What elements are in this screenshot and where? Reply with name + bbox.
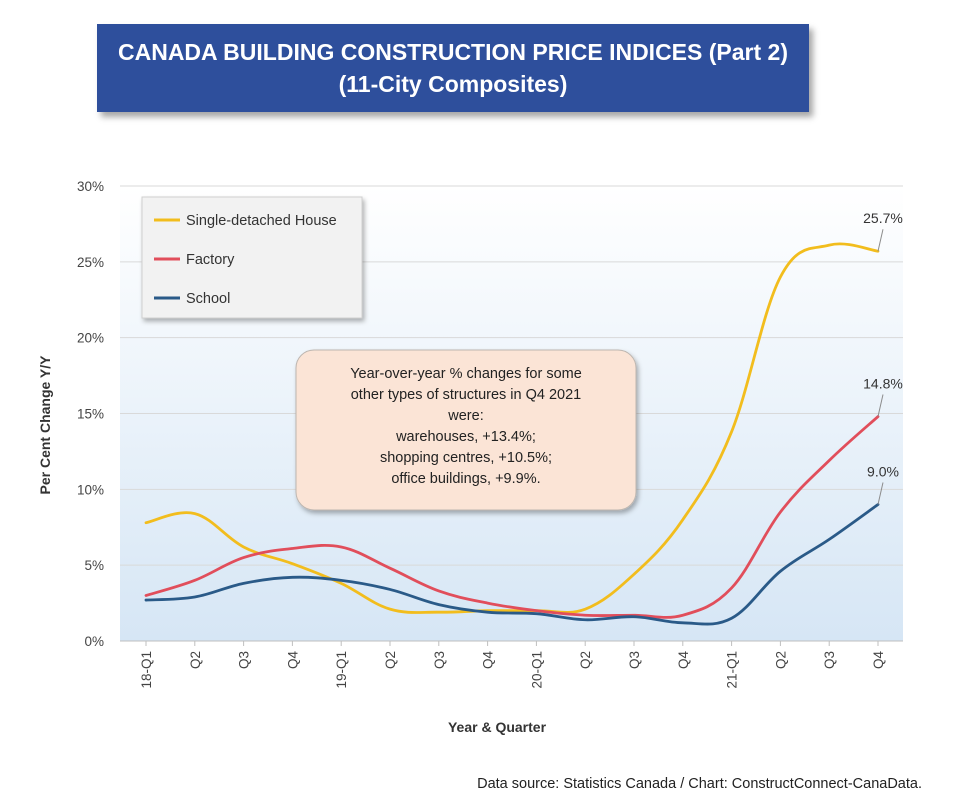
y-tick-label: 30% — [77, 179, 104, 194]
end-label: 25.7% — [863, 210, 903, 226]
y-tick-label: 5% — [84, 558, 104, 573]
x-tick-label: Q3 — [432, 651, 447, 669]
chart-title-line1: CANADA BUILDING CONSTRUCTION PRICE INDIC… — [117, 39, 788, 65]
y-tick-label: 20% — [77, 331, 104, 346]
annotation-box: Year-over-year % changes for some other t… — [295, 349, 637, 511]
x-tick-label: Q2 — [383, 651, 398, 669]
data-source: Data source: Statistics Canada / Chart: … — [477, 776, 922, 792]
line-chart: 0% 5% 10% 15% 20% 25% 30% 18-Q1 Q2 Q3 Q4 19-Q1 Q2 Q3… — [37, 179, 903, 735]
annotation-line: shopping centres, +10.5%; — [380, 450, 552, 466]
leader-line — [877, 482, 884, 505]
legend-label: Single-detached House — [186, 213, 337, 229]
x-tick-label: Q2 — [773, 651, 788, 669]
x-tick-label: Q4 — [871, 651, 886, 670]
legend-label: School — [186, 291, 230, 307]
gridlines — [120, 185, 903, 642]
x-tick-label: 18-Q1 — [139, 651, 154, 689]
y-axis-label: Per Cent Change Y/Y — [37, 355, 53, 495]
x-tick-label: Q3 — [822, 651, 837, 669]
x-tick-label: 20-Q1 — [529, 651, 544, 689]
end-label: 9.0% — [867, 464, 899, 480]
legend: Single-detached House Factory School — [141, 196, 363, 319]
y-tick-label: 10% — [77, 482, 104, 497]
x-tick-label: 19-Q1 — [334, 651, 349, 689]
y-tick-label: 25% — [77, 255, 104, 270]
series-line-factory — [144, 415, 880, 619]
x-tick-label: Q4 — [285, 651, 300, 670]
x-axis-label: Year & Quarter — [448, 719, 547, 735]
legend-label: Factory — [186, 252, 235, 268]
x-tick-label: 21-Q1 — [725, 651, 740, 689]
x-tick-label: Q2 — [578, 651, 593, 669]
y-tick-label: 0% — [84, 634, 104, 649]
annotation-line: warehouses, +13.4%; — [395, 429, 536, 445]
x-tick-label: Q2 — [188, 651, 203, 669]
annotation-line: office buildings, +9.9%. — [391, 471, 540, 487]
annotation-line: Year-over-year % changes for some — [350, 366, 582, 382]
x-tick-label: Q4 — [676, 651, 691, 670]
y-tick-label: 15% — [77, 407, 104, 422]
x-axis-ticks: 18-Q1 Q2 Q3 Q4 19-Q1 Q2 Q3 Q4 20-Q1 Q2 Q3 Q4 21-Q1 Q2… — [139, 641, 886, 689]
chart-title-line2: (11-City Composites) — [338, 71, 568, 97]
annotation-rect — [295, 349, 637, 511]
x-tick-label: Q3 — [627, 651, 642, 669]
series-line-school — [144, 503, 880, 626]
end-label: 14.8% — [863, 376, 903, 392]
end-labels: 25.7% 14.8% 9.0% — [863, 210, 903, 505]
x-tick-label: Q4 — [481, 651, 496, 670]
leader-line — [877, 394, 884, 417]
x-tick-label: Q3 — [237, 651, 252, 669]
series-lines — [144, 242, 880, 626]
y-axis-ticks: 0% 5% 10% 15% 20% 25% 30% — [77, 179, 104, 649]
title-banner: CANADA BUILDING CONSTRUCTION PRICE INDIC… — [97, 24, 809, 112]
annotation-line: were: — [447, 408, 483, 424]
annotation-line: other types of structures in Q4 2021 — [351, 387, 582, 403]
leader-line — [877, 229, 884, 252]
